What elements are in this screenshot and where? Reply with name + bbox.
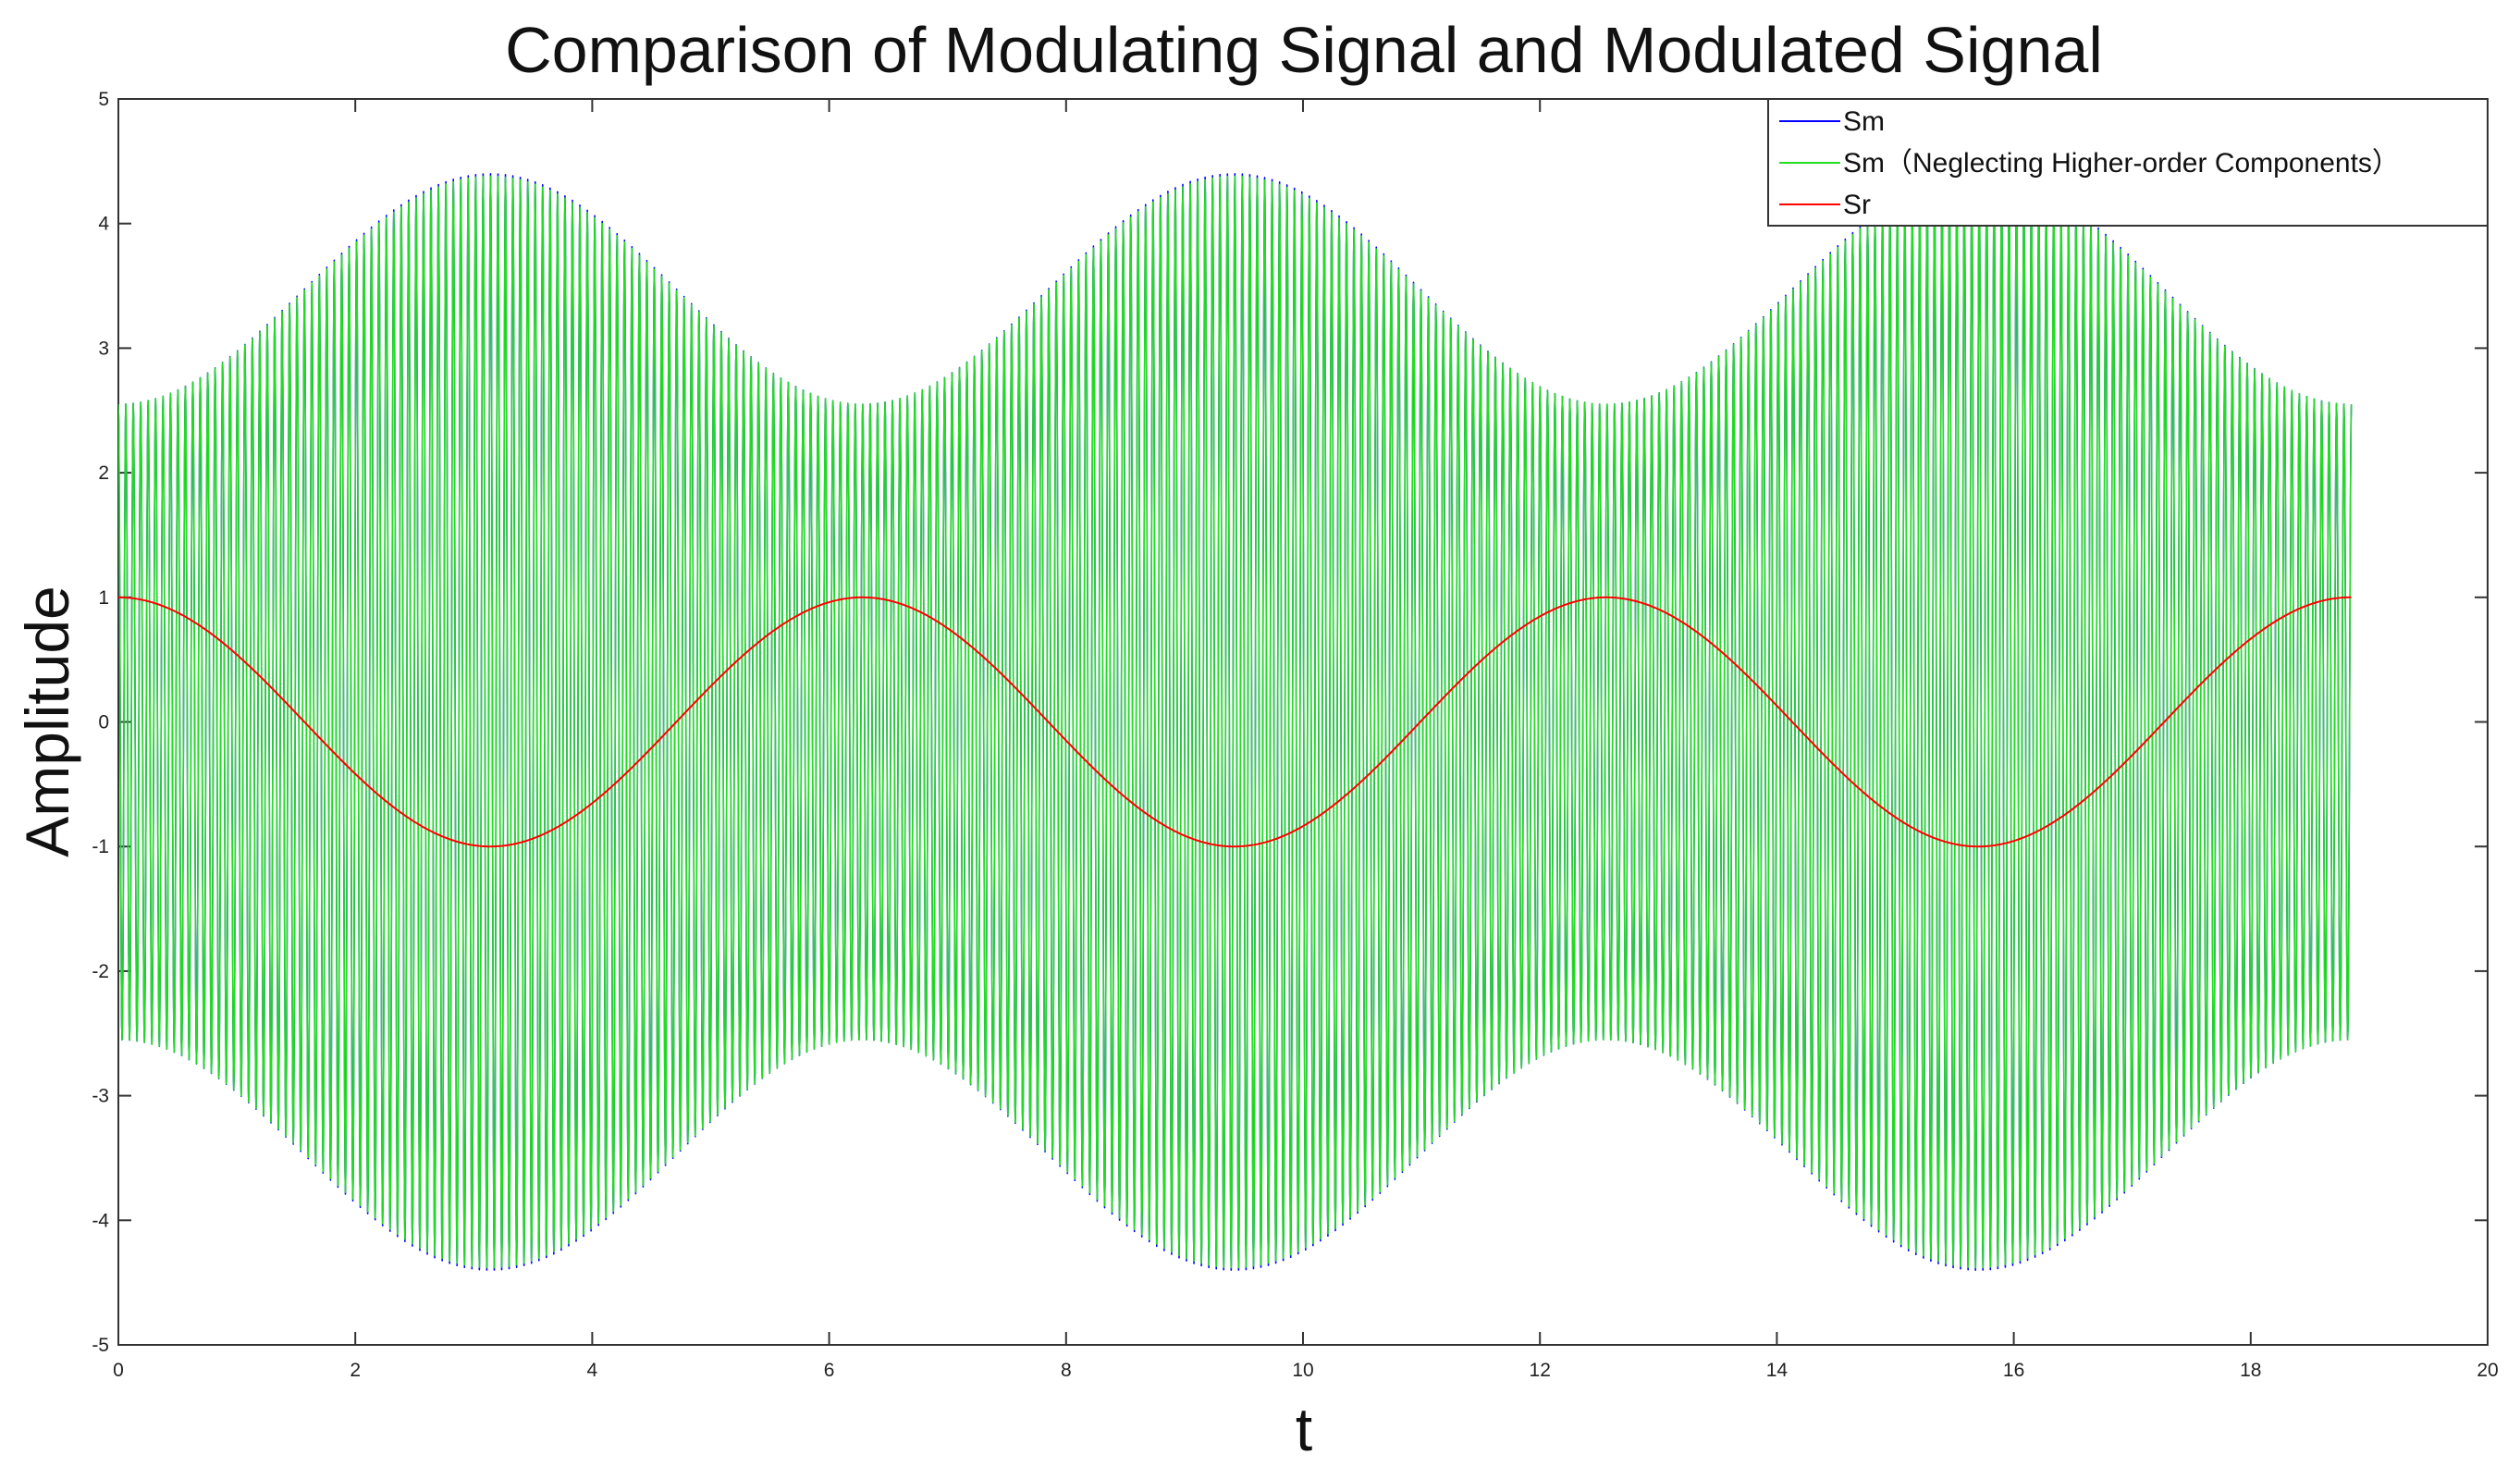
y-axis-label: Amplitude	[13, 585, 81, 857]
x-tick-label: 12	[1530, 1360, 1551, 1381]
x-tick-label: 6	[824, 1360, 835, 1381]
x-tick-label: 0	[113, 1360, 124, 1381]
legend: Sm Sm（Neglecting Higher-order Components…	[1767, 98, 2489, 227]
y-tick-label: 1	[98, 587, 109, 609]
x-tick-label: 20	[2477, 1360, 2498, 1381]
x-tick-label: 16	[2003, 1360, 2024, 1381]
x-tick-label: 10	[1292, 1360, 1313, 1381]
chart-title: Comparison of Modulating Signal and Modu…	[505, 14, 2103, 86]
legend-label-sr: Sr	[1843, 190, 1871, 220]
legend-label-sm-neglecting: Sm（Neglecting Higher-order Components）	[1843, 148, 2400, 179]
x-tick-label: 2	[350, 1360, 361, 1381]
x-axis-label: t	[1296, 1395, 1312, 1463]
x-tick-label: 4	[587, 1360, 598, 1381]
series-line-0	[118, 173, 2353, 1271]
x-tick-label: 18	[2240, 1360, 2261, 1381]
y-tick-label: 0	[98, 712, 109, 733]
y-tick-label: 2	[98, 462, 109, 484]
y-tick-label: 5	[98, 89, 109, 110]
series-line-2	[118, 596, 2352, 848]
y-tick-label: 3	[98, 338, 109, 359]
y-tick-label: -5	[92, 1335, 109, 1356]
series-layer	[118, 173, 2353, 1271]
y-tick-label: 4	[98, 214, 109, 235]
series-line-1	[118, 175, 2353, 1269]
x-tick-label: 8	[1061, 1360, 1072, 1381]
y-tick-label: -4	[92, 1210, 109, 1231]
legend-label-sm: Sm	[1843, 106, 1885, 137]
x-tick-label: 14	[1766, 1360, 1789, 1381]
y-tick-label: -1	[92, 836, 109, 857]
y-tick-label: -3	[92, 1086, 109, 1107]
legend-box	[1767, 98, 2489, 227]
y-tick-label: -2	[92, 961, 109, 982]
